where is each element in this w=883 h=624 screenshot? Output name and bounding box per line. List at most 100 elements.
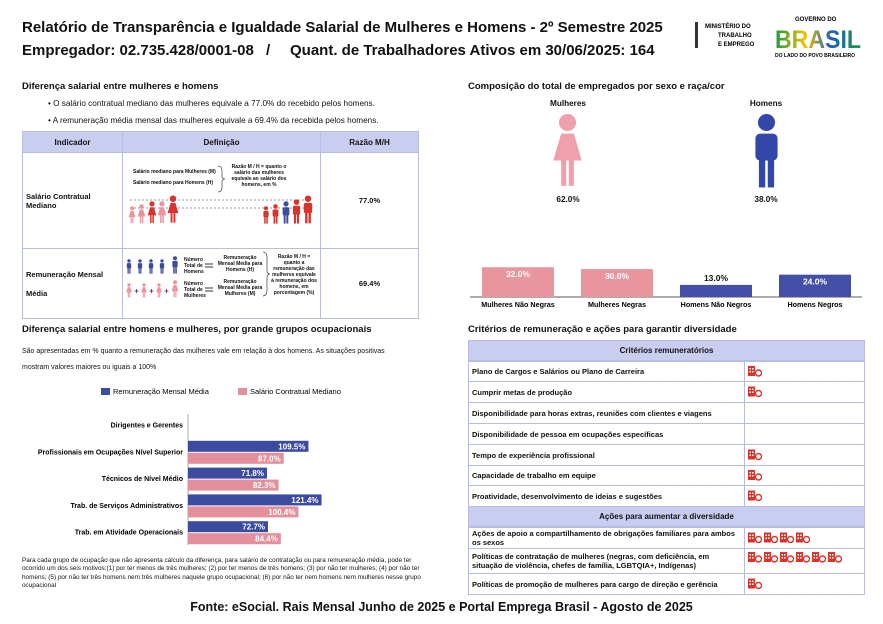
bar [188,440,309,452]
criteria-icons-cell [744,548,865,574]
ministry-name: MINISTÉRIO DO [705,22,751,30]
criteria-text: Políticas de contratação de mulheres (ne… [468,548,745,574]
value-label: 13.0% [704,273,729,283]
value-label: 24.0% [803,277,828,287]
criteria-icons-cell [744,573,865,595]
value-label: 72.7% [242,523,265,532]
bar [680,284,752,297]
separator: / [266,42,271,59]
category-label: Técnicos de Nível Médio [102,476,183,483]
value-label: 109.5% [278,442,305,451]
bar [188,494,322,506]
value-label: 87.0% [258,454,281,463]
ratio: 77.0% [320,152,419,249]
category-label: Profissionais em Ocupações Nível Superio… [38,449,183,456]
value-label: 121.4% [291,496,318,505]
criteria-icons-cell [744,485,865,507]
bar [188,521,268,533]
employer: Empregador: 02.735.428/0001-08 [22,42,254,59]
criteria-text: Políticas de promoção de mulheres para c… [468,573,745,595]
gov-slogan: DO LADO DO POVO BRASILEIRO [775,53,855,59]
ministry-name: E EMPREGO [718,42,755,48]
category-label: Mulheres Negras [588,300,646,309]
criteria-text: Disponibilidade de pessoa em ocupações e… [468,423,745,445]
indicator: Salário Contratual Mediano [22,152,123,249]
criteria-icons-cell [744,423,865,445]
section-title: Diferença salarial entre homens e mulher… [22,324,372,335]
ratio: 69.4% [320,248,419,319]
section-header: Critérios remuneratórios [468,340,865,361]
definition-text: Salário mediano para Homens (H) [133,180,214,186]
gov-top: GOVERNO DO [795,17,837,23]
bar [188,506,299,518]
category-label: Trab. em Atividade Operacionais [75,530,183,537]
table-header: Razão M/H [320,131,419,153]
bar [779,274,851,297]
definition-text: Salário mediano para Mulheres (M) [133,169,216,175]
bar [581,269,653,297]
indicator-text: Remuneração Mensal Média [26,269,104,298]
definition-cell [122,152,321,249]
value-label: 32.0% [506,269,531,279]
logo-bar [695,22,698,48]
bar [188,452,284,464]
legend-swatch [238,388,247,395]
criteria-text: Proatividade, desenvolvimento de ideias … [468,485,745,507]
criteria-text: Cumprir metas de produção [468,381,745,403]
sex-label: Homens [749,99,783,108]
category-label: Dirigentes e Gerentes [111,423,183,430]
criteria-text: Ações de apoio a compartilhamento de obr… [468,527,745,549]
definition-text: Razão M / H = quanto a remuneração das m… [271,254,317,296]
criteria-icons-cell [744,361,865,382]
legend-swatch [101,388,110,395]
criteria-icons-cell [744,527,865,549]
criteria-icons-cell [744,465,865,486]
section-title: Diferença salarial entre mulheres e home… [22,81,219,92]
definition-text: Razão M / H = quanto o salário das mulhe… [231,164,287,188]
bar [188,533,281,545]
criteria-text: Disponibilidade para horas extras, reuni… [468,402,745,424]
category-label: Trab. de Serviços Administrativos [70,503,183,510]
criteria-icons-cell [744,402,865,424]
table-header: Definição [122,131,321,153]
value-label: 82.3% [253,481,276,490]
indicator: Remuneração Mensal Média [22,248,123,319]
criteria-text: Capacidade de trabalho em equipe [468,465,745,486]
criteria-icons-cell [744,444,865,466]
definition-text: Remuneração Mensal Média para Mulheres (… [217,279,263,297]
definition-text: Número Total de Homens [184,257,204,275]
definition-text: Remuneração Mensal Média para Homens (H) [217,255,263,273]
sex-share: 62.0% [556,195,580,204]
footer: Fonte: eSocial. Rais Mensal Junho de 202… [190,600,693,614]
criteria-icons-cell [744,381,865,403]
ministry-name: TRABALHO [718,33,752,39]
value-label: 84.4% [255,535,278,544]
footnote: Para cada grupo de ocupação que não apre… [22,557,421,590]
table-header: Indicador [22,131,123,153]
definition-text: Número Total de Mulheres [184,281,206,299]
description: São apresentadas em % quanto a remuneraç… [22,348,385,371]
category-label: Mulheres Não Negras [481,300,555,309]
sex-share: 38.0% [754,195,778,204]
man-icon [755,113,778,188]
category-label: Homens Negros [787,300,842,309]
woman-icon [553,113,582,186]
section-title: Composição do total de empregados por se… [468,81,725,92]
ministry-logo [695,22,698,48]
sex-label: Mulheres [550,99,586,108]
legend-label: Remuneração Mensal Média [113,387,210,396]
section-title: Critérios de remuneração e ações para ga… [468,324,737,335]
criteria-text: Plano de Cargos e Salários ou Plano de C… [468,361,745,382]
bullet: • O salário contratual mediano das mulhe… [48,99,375,108]
category-label: Homens Não Negros [681,300,752,309]
value-label: 30.0% [605,271,630,281]
bullet: • A remuneração média mensal das mulhere… [48,116,379,125]
criteria-text: Tempo de experiência profissional [468,444,745,466]
bar [188,479,279,491]
report-title: Relatório de Transparência e Igualdade S… [22,19,663,36]
gov-name: BRASIL [775,26,861,54]
section-header: Ações para aumentar a diversidade [468,506,865,527]
bar [188,467,267,479]
bar [482,267,554,297]
